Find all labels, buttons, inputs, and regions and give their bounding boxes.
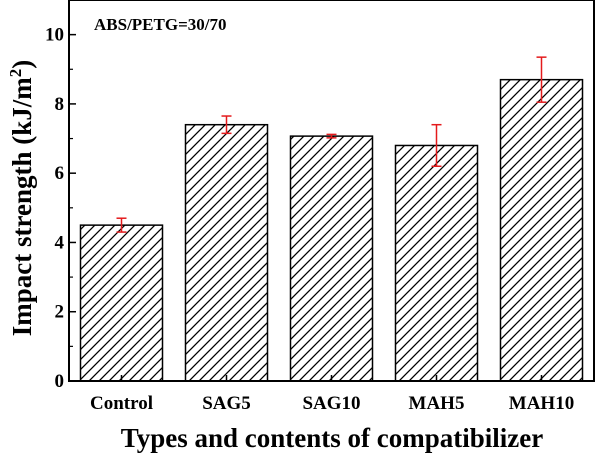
x-tick-label-sag5: SAG5 [202, 393, 251, 414]
y-tick-label-8: 8 [55, 94, 65, 115]
error-bar-control [116, 217, 127, 233]
x-axis-label: Types and contents of compatibilizer [121, 423, 543, 453]
bar-mah10 [499, 78, 584, 382]
error-bar-sag5 [221, 115, 232, 135]
x-tick-label-mah5: MAH5 [409, 393, 465, 414]
y-axis-label-close: ) [7, 60, 37, 69]
error-bar-mah5 [431, 123, 442, 168]
error-bar-mah10 [536, 56, 547, 103]
x-tick-label-control: Control [90, 393, 153, 414]
error-bars-group [116, 56, 547, 233]
error-bar-sag10 [326, 133, 337, 139]
y-axis-label-main: Impact strength (kJ/m [7, 77, 37, 337]
x-axis-ticks: Control SAG5 SAG10 MAH5 MAH10 [90, 375, 574, 414]
chart-annotation: ABS/PETG=30/70 [94, 15, 227, 34]
y-axis-label-superscript: 2 [6, 69, 25, 78]
y-tick-label-0: 0 [55, 371, 65, 392]
bar-mah5 [394, 144, 479, 382]
bar-sag5 [184, 123, 269, 382]
x-tick-label-sag10: SAG10 [302, 393, 360, 414]
bar-sag10 [289, 135, 374, 382]
bars-group [79, 78, 584, 382]
x-tick-label-mah10: MAH10 [509, 393, 574, 414]
y-tick-label-4: 4 [55, 232, 65, 253]
y-axis-label: Impact strength (kJ/m2) [6, 60, 37, 337]
y-tick-label-2: 2 [55, 302, 65, 323]
y-tick-label-6: 6 [55, 163, 65, 184]
y-tick-label-10: 10 [45, 25, 64, 46]
y-axis-ticks: 0 2 4 6 8 10 [45, 25, 76, 392]
bar-control [79, 224, 164, 382]
